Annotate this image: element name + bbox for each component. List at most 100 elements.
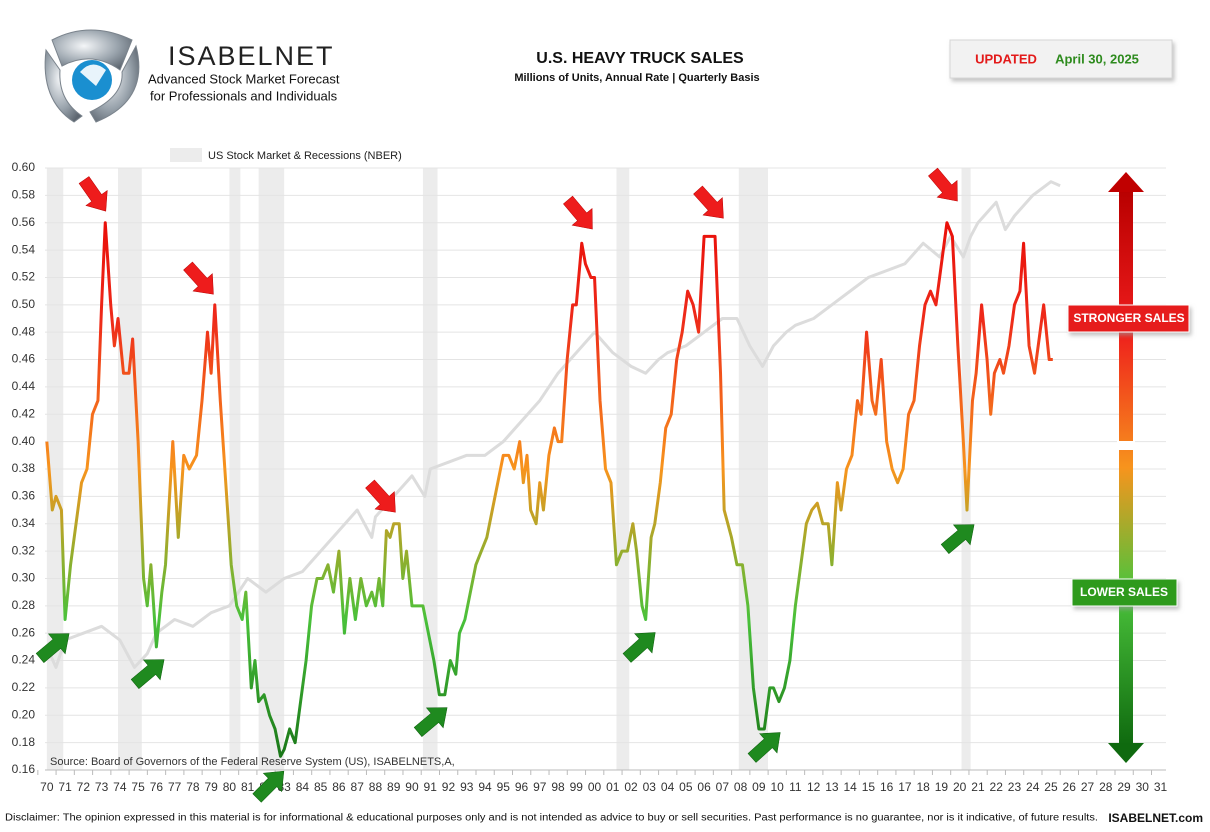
x-tick-label: 73 bbox=[95, 780, 109, 794]
x-tick-label: 71 bbox=[58, 780, 72, 794]
y-tick-label: 0.44 bbox=[12, 379, 36, 393]
x-tick-label: 13 bbox=[825, 780, 839, 794]
x-tick-label: 88 bbox=[369, 780, 383, 794]
x-tick-label: 75 bbox=[131, 780, 145, 794]
y-tick-label: 0.16 bbox=[12, 762, 36, 776]
x-tick-label: 74 bbox=[113, 780, 127, 794]
annotation-arrow bbox=[622, 632, 656, 663]
x-tick-label: 93 bbox=[460, 780, 474, 794]
x-tick-label: 90 bbox=[405, 780, 419, 794]
x-tick-label: 09 bbox=[752, 780, 766, 794]
y-tick-label: 0.26 bbox=[12, 625, 36, 639]
x-tick-label: 76 bbox=[150, 780, 164, 794]
brand-tagline: for Professionals and Individuals bbox=[150, 88, 338, 103]
y-tick-label: 0.58 bbox=[12, 188, 36, 202]
annotation-arrow bbox=[365, 479, 396, 513]
x-tick-label: 14 bbox=[843, 780, 857, 794]
y-tick-label: 0.28 bbox=[12, 598, 36, 612]
y-tick-label: 0.30 bbox=[12, 571, 36, 585]
y-tick-label: 0.60 bbox=[12, 160, 36, 174]
x-tick-label: 25 bbox=[1044, 780, 1058, 794]
annotation-arrow bbox=[563, 195, 593, 230]
x-tick-label: 78 bbox=[186, 780, 200, 794]
lower-badge bbox=[1071, 578, 1178, 607]
disclaimer: Disclaimer: The opinion expressed in thi… bbox=[5, 813, 1098, 824]
x-tick-label: 79 bbox=[204, 780, 218, 794]
x-tick-label: 07 bbox=[716, 780, 730, 794]
brand-tagline: Advanced Stock Market Forecast bbox=[148, 71, 340, 86]
x-tick-label: 30 bbox=[1136, 780, 1150, 794]
x-tick-label: 97 bbox=[533, 780, 547, 794]
annotation-arrow bbox=[413, 707, 448, 737]
y-tick-label: 0.24 bbox=[12, 653, 36, 667]
stronger-badge bbox=[1067, 304, 1190, 333]
annotation-arrow bbox=[35, 633, 70, 663]
x-tick-label: 15 bbox=[862, 780, 876, 794]
x-tick-label: 08 bbox=[734, 780, 748, 794]
x-tick-label: 02 bbox=[624, 780, 638, 794]
x-tick-label: 85 bbox=[314, 780, 328, 794]
x-tick-label: 80 bbox=[223, 780, 237, 794]
x-tick-label: 92 bbox=[442, 780, 456, 794]
x-tick-label: 28 bbox=[1099, 780, 1113, 794]
annotation-arrow bbox=[747, 732, 781, 763]
x-tick-label: 96 bbox=[515, 780, 529, 794]
scale-arrow bbox=[1108, 172, 1144, 763]
truck-sales-line bbox=[45, 221, 1053, 758]
x-tick-label: 24 bbox=[1026, 780, 1040, 794]
x-tick-label: 21 bbox=[971, 780, 985, 794]
lower-label: LOWER SALES bbox=[1080, 585, 1168, 599]
x-tick-label: 06 bbox=[697, 780, 711, 794]
x-tick-label: 29 bbox=[1117, 780, 1131, 794]
y-tick-label: 0.56 bbox=[12, 215, 36, 229]
x-tick-label: 27 bbox=[1081, 780, 1095, 794]
annotation-arrow bbox=[252, 770, 285, 803]
x-tick-label: 12 bbox=[807, 780, 821, 794]
x-tick-label: 23 bbox=[1008, 780, 1022, 794]
x-tick-label: 20 bbox=[953, 780, 967, 794]
chart-subtitle: Millions of Units, Annual Rate | Quarter… bbox=[514, 72, 759, 84]
legend-swatch bbox=[170, 148, 202, 162]
updated-date: April 30, 2025 bbox=[1055, 51, 1139, 66]
annotation-arrow bbox=[183, 261, 214, 295]
x-tick-label: 77 bbox=[168, 780, 182, 794]
x-tick-label: 95 bbox=[497, 780, 511, 794]
y-tick-label: 0.32 bbox=[12, 543, 36, 557]
y-tick-label: 0.52 bbox=[12, 270, 36, 284]
x-tick-label: 18 bbox=[916, 780, 930, 794]
y-tick-label: 0.40 bbox=[12, 434, 36, 448]
y-tick-label: 0.46 bbox=[12, 352, 36, 366]
annotation-arrow bbox=[78, 176, 108, 212]
x-tick-label: 03 bbox=[643, 780, 657, 794]
website: ISABELNET.com bbox=[1108, 811, 1203, 825]
y-tick-label: 0.42 bbox=[12, 406, 36, 420]
logo bbox=[44, 29, 140, 123]
x-tick-label: 72 bbox=[77, 780, 91, 794]
x-tick-label: 87 bbox=[351, 780, 365, 794]
x-tick-label: 81 bbox=[241, 780, 255, 794]
x-tick-label: 94 bbox=[478, 780, 492, 794]
x-tick-label: 17 bbox=[898, 780, 912, 794]
legend-label: US Stock Market & Recessions (NBER) bbox=[208, 150, 402, 162]
x-tick-label: 22 bbox=[990, 780, 1004, 794]
y-tick-label: 0.18 bbox=[12, 735, 36, 749]
x-tick-label: 19 bbox=[935, 780, 949, 794]
y-tick-label: 0.34 bbox=[12, 516, 36, 530]
updated-box bbox=[949, 39, 1173, 79]
x-tick-label: 31 bbox=[1154, 780, 1168, 794]
y-tick-label: 0.38 bbox=[12, 461, 36, 475]
x-tick-label: 84 bbox=[296, 780, 310, 794]
x-tick-label: 26 bbox=[1063, 780, 1077, 794]
x-tick-label: 98 bbox=[551, 780, 565, 794]
chart-title: U.S. HEAVY TRUCK SALES bbox=[536, 50, 744, 67]
y-tick-label: 0.20 bbox=[12, 707, 36, 721]
x-tick-label: 11 bbox=[789, 780, 802, 794]
y-tick-label: 0.50 bbox=[12, 297, 36, 311]
updated-label: UPDATED bbox=[975, 51, 1037, 66]
annotation-arrow bbox=[940, 524, 975, 554]
annotation-arrow bbox=[130, 659, 165, 689]
plot-area: 0.16 0.18 0.20 0.22 0.24 0.26 0.28 0.30 0.32 0.34… bbox=[12, 160, 1168, 794]
x-tick-label: 10 bbox=[770, 780, 784, 794]
y-tick-label: 0.36 bbox=[12, 489, 36, 503]
